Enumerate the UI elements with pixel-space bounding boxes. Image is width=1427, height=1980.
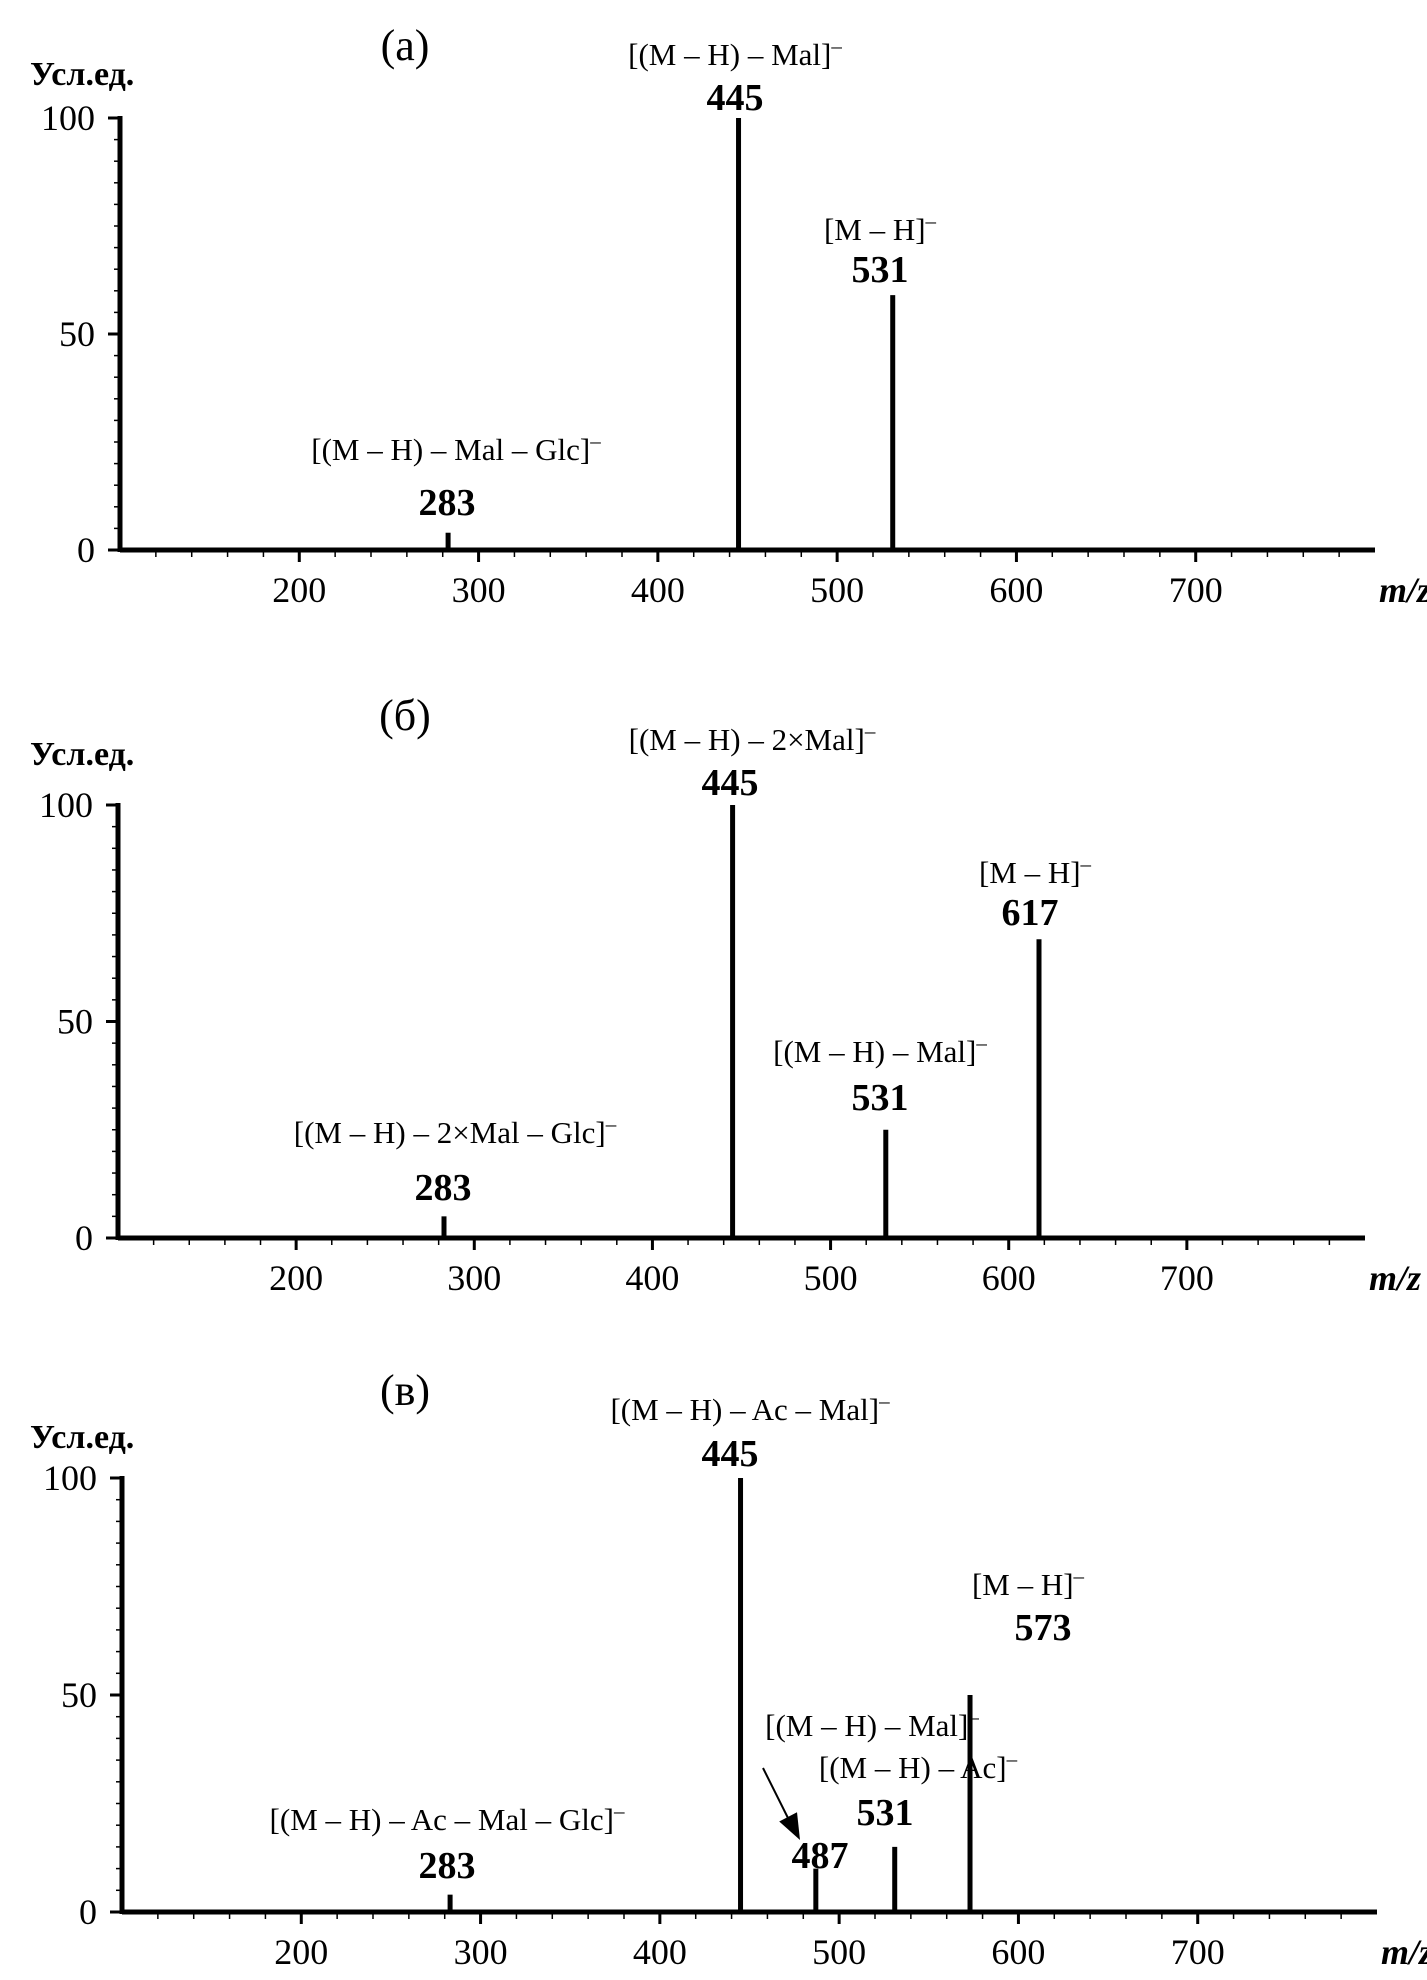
ion-label: [M – H]– xyxy=(824,209,937,247)
x-tick-label: 300 xyxy=(454,1932,508,1972)
x-tick-label: 300 xyxy=(447,1258,501,1298)
x-axis-label: m/z xyxy=(1381,1932,1427,1972)
x-tick-label: 400 xyxy=(633,1932,687,1972)
peak-mz-label: 531 xyxy=(852,1077,909,1119)
x-tick-label: 200 xyxy=(269,1258,323,1298)
y-axis-label: Усл.ед. xyxy=(30,1419,134,1456)
peak-mz-label: 487 xyxy=(792,1835,849,1877)
ion-label: [(M – H) – 2×Mal]– xyxy=(629,719,876,757)
ion-charge: – xyxy=(878,1389,890,1413)
y-tick-label: 0 xyxy=(79,1892,97,1932)
ion-charge: – xyxy=(613,1799,625,1823)
ion-label: [(M – H) – Mal – Glc]– xyxy=(311,429,601,467)
ion-formula: [M – H] xyxy=(824,212,926,247)
x-axis-label: m/z xyxy=(1379,570,1427,610)
ion-formula: [(M – H) – 2×Mal – Glc] xyxy=(294,1115,606,1150)
x-tick-label: 600 xyxy=(991,1932,1045,1972)
ion-label: [(M – H) – Mal]– xyxy=(773,1031,987,1069)
ion-charge: – xyxy=(830,34,842,58)
x-tick-label: 700 xyxy=(1160,1258,1214,1298)
annotation-arrow-head xyxy=(779,1812,800,1840)
x-tick-label: 700 xyxy=(1171,1932,1225,1972)
y-axis-label: Усл.ед. xyxy=(30,56,134,93)
ion-formula: [(M – H) – Mal] xyxy=(628,37,831,72)
x-tick-label: 700 xyxy=(1169,570,1223,610)
ion-formula: [M – H] xyxy=(972,1567,1074,1602)
ion-formula: [(M – H) – Ac – Mal] xyxy=(610,1392,879,1427)
x-tick-label: 600 xyxy=(982,1258,1036,1298)
annotation-arrow-line xyxy=(762,1767,793,1827)
x-tick-label: 400 xyxy=(625,1258,679,1298)
peak-mz-label: 531 xyxy=(852,249,909,291)
peak-mz-label: 283 xyxy=(419,1845,476,1887)
x-tick-label: 500 xyxy=(810,570,864,610)
panel-letter: (а) xyxy=(381,21,430,70)
x-tick-label: 400 xyxy=(631,570,685,610)
y-tick-label: 50 xyxy=(59,314,95,354)
ion-charge: – xyxy=(975,1031,987,1055)
peak-mz-label: 445 xyxy=(702,762,759,804)
y-tick-label: 0 xyxy=(75,1218,93,1258)
y-tick-label: 100 xyxy=(41,98,95,138)
panel-letter: (в) xyxy=(380,1366,430,1415)
ion-label: [(M – H) – Ac – Mal]– xyxy=(610,1389,890,1427)
y-tick-label: 100 xyxy=(43,1458,97,1498)
peak-mz-label: 283 xyxy=(419,482,476,524)
peak-mz-label: 445 xyxy=(707,77,764,119)
ion-charge: – xyxy=(925,209,937,233)
y-tick-label: 100 xyxy=(39,785,93,825)
ion-charge: – xyxy=(589,429,601,453)
spectrum-panel-3: (в) Усл.ед. 0 50 100 200 300 400 500 600 700 m/z [(M… xyxy=(30,1366,1427,1972)
peak-mz-label: 617 xyxy=(1002,892,1059,934)
ion-formula: [(M – H) – Ac – Mal – Glc] xyxy=(270,1802,614,1837)
spectrum-panel-1: (а) Усл.ед. 0 50 100 200 300 400 500 600 700 m/z [(M… xyxy=(30,21,1427,610)
ion-label: [M – H]– xyxy=(972,1564,1085,1602)
x-tick-label: 200 xyxy=(272,570,326,610)
peak-mz-label: 445 xyxy=(702,1433,759,1475)
y-tick-label: 0 xyxy=(77,530,95,570)
x-axis-label: m/z xyxy=(1369,1258,1421,1298)
x-tick-label: 300 xyxy=(452,570,506,610)
ion-formula: [M – H] xyxy=(979,855,1081,890)
peak-mz-label: 531 xyxy=(857,1792,914,1834)
ion-formula: [(M – H) – Ac] xyxy=(819,1750,1007,1785)
ion-label: [M – H]– xyxy=(979,852,1092,890)
panel-letter: (б) xyxy=(379,691,431,740)
ion-formula: [(M – H) – 2×Mal] xyxy=(629,722,865,757)
y-axis-label: Усл.ед. xyxy=(30,736,134,773)
ion-label: [(M – H) – Mal]– xyxy=(765,1705,979,1743)
x-tick-label: 600 xyxy=(989,570,1043,610)
x-tick-label: 500 xyxy=(812,1932,866,1972)
ion-label: [(M – H) – Mal]– xyxy=(628,34,842,72)
x-tick-label: 200 xyxy=(274,1932,328,1972)
peak-mz-label: 573 xyxy=(1015,1607,1072,1649)
peak-mz-label: 283 xyxy=(415,1167,472,1209)
ion-charge: – xyxy=(1080,852,1092,876)
ion-label: [(M – H) – Ac – Mal – Glc]– xyxy=(270,1799,625,1837)
ion-charge: – xyxy=(864,719,876,743)
ion-charge: – xyxy=(1073,1564,1085,1588)
ion-formula: [(M – H) – Mal] xyxy=(765,1708,968,1743)
ion-formula: [(M – H) – Mal] xyxy=(773,1034,976,1069)
ion-label: [(M – H) – 2×Mal – Glc]– xyxy=(294,1112,617,1150)
y-tick-label: 50 xyxy=(57,1002,93,1042)
ion-charge: – xyxy=(1006,1747,1018,1771)
ion-charge: – xyxy=(605,1112,617,1136)
y-tick-label: 50 xyxy=(61,1675,97,1715)
ion-formula: [(M – H) – Mal – Glc] xyxy=(311,432,590,467)
spectrum-panel-2: (б) Усл.ед. 0 50 100 200 300 400 500 600 700 m/z [(M… xyxy=(30,691,1421,1298)
x-tick-label: 500 xyxy=(804,1258,858,1298)
ion-label: [(M – H) – Ac]– xyxy=(819,1747,1018,1785)
